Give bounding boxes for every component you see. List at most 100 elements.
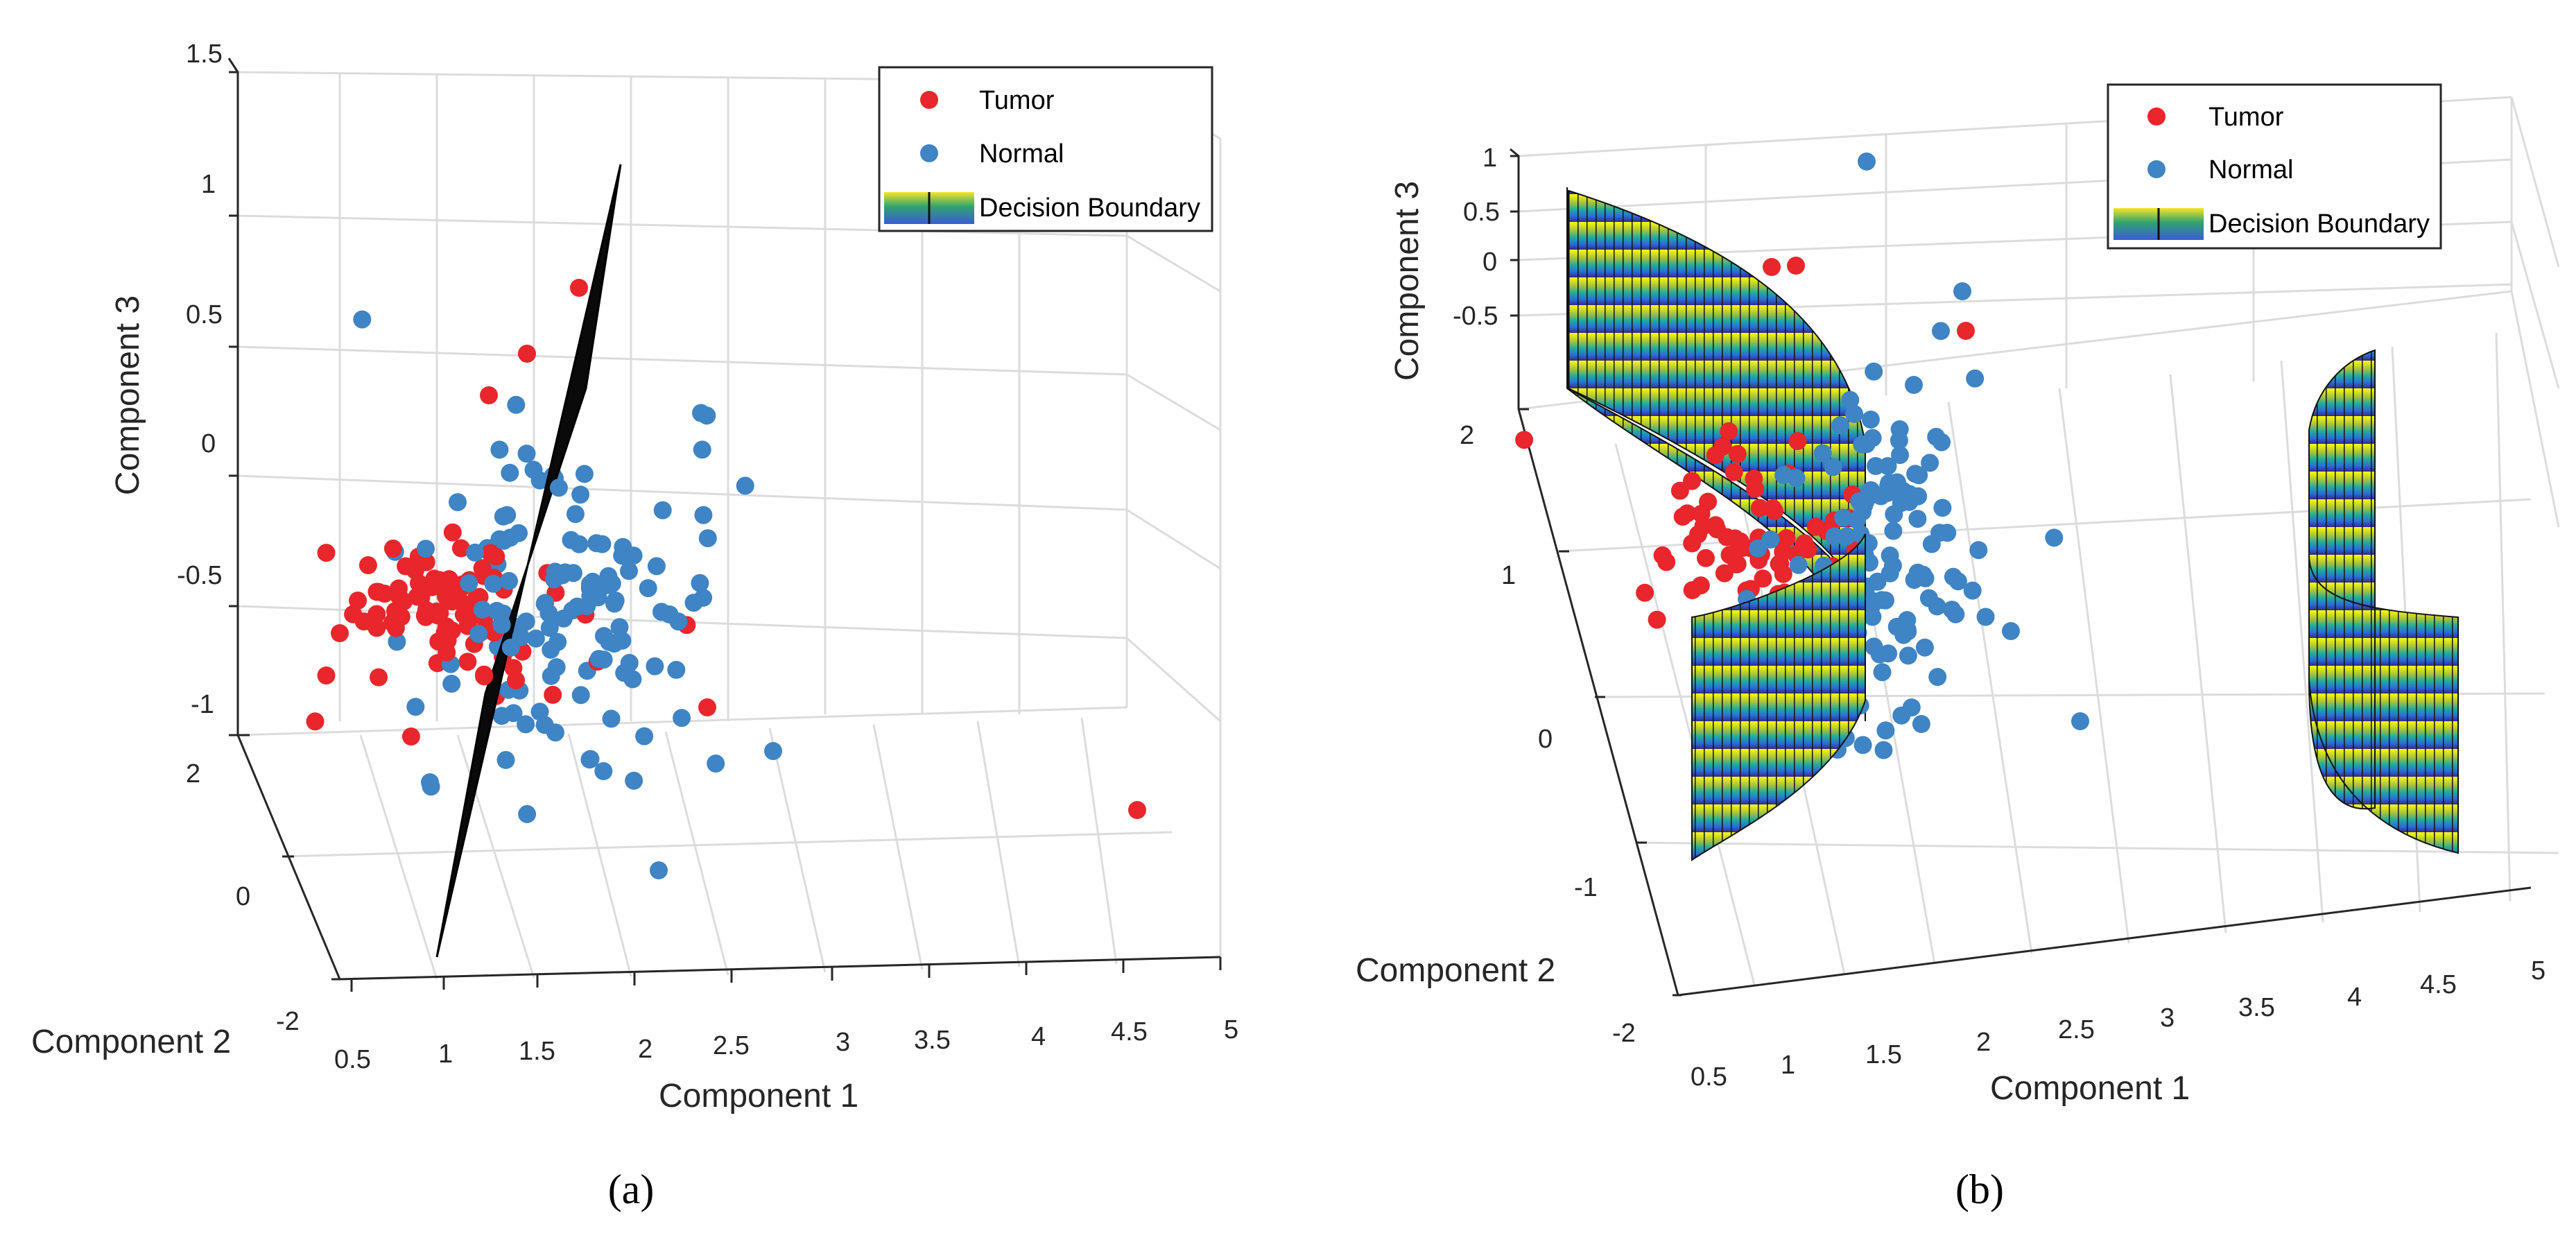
normal-point	[421, 773, 439, 791]
normal-point	[1834, 508, 1853, 527]
normal-point	[1966, 369, 1985, 388]
normal-point	[571, 485, 590, 504]
tumor-point	[1787, 257, 1805, 275]
tumor-point	[390, 587, 408, 605]
tumor-point	[369, 583, 388, 601]
chart-a-zticks: 1.5 1 0.5 0 -0.5 -1	[177, 40, 223, 719]
y-axis-label: Component 2	[31, 1024, 231, 1060]
normal-point	[1938, 524, 1957, 542]
z-tick-label: -0.5	[1453, 302, 1498, 331]
tumor-point	[1697, 549, 1715, 567]
normal-point	[1928, 668, 1947, 687]
z-axis-label: Component 3	[110, 295, 146, 495]
normal-point	[1891, 446, 1909, 465]
normal-point	[1902, 698, 1921, 717]
tumor-point	[1128, 801, 1146, 819]
normal-point	[460, 574, 478, 592]
tumor-point	[358, 556, 377, 574]
chart-b-xticks: 0.5 1 1.5 2 2.5 3 3.5 4 4.5 5	[1691, 956, 2545, 1092]
normal-point	[568, 597, 587, 616]
normal-point	[1813, 444, 1832, 463]
normal-point	[707, 755, 725, 773]
tumor-point	[423, 578, 442, 596]
normal-point	[469, 625, 488, 644]
tumor-point	[1763, 258, 1781, 276]
tumor-point	[1746, 479, 1765, 498]
normal-point	[1825, 527, 1844, 546]
normal-point	[1969, 541, 1988, 560]
normal-point	[764, 742, 782, 760]
normal-point	[1787, 469, 1806, 488]
chart-a-legend: Tumor Normal Decision Boundary	[878, 66, 1213, 232]
normal-point	[691, 574, 709, 592]
chart-a: 1.5 1 0.5 0 -0.5 -1 2 0 -2 0.5 1 1.5 2 2…	[31, 40, 1238, 1114]
z-tick-label: 1	[201, 170, 216, 199]
normal-point	[388, 632, 406, 651]
tumor-point	[1636, 583, 1654, 602]
normal-point	[602, 709, 621, 728]
x-tick-label: 2	[638, 1035, 652, 1064]
normal-point	[1858, 152, 1876, 171]
tumor-point	[1718, 528, 1736, 546]
tumor-point	[1648, 610, 1666, 629]
normal-point	[1943, 601, 1961, 619]
tumor-point	[1957, 322, 1975, 340]
z-tick-label: 0.5	[186, 300, 223, 329]
normal-point	[1890, 420, 1909, 438]
chart-b: 1 0.5 0 -0.5 2 1 0 -1 -2 0.5 1 1.5 2 2.5…	[1356, 83, 2560, 1107]
normal-point	[556, 563, 575, 582]
normal-point	[466, 543, 485, 562]
normal-point	[524, 460, 543, 479]
x-tick-label: 5	[1224, 1015, 1238, 1044]
normal-point	[613, 631, 632, 650]
normal-point	[1883, 556, 1902, 575]
normal-point	[1908, 510, 1927, 528]
normal-point	[518, 804, 537, 823]
normal-point	[605, 594, 623, 613]
tumor-point	[331, 624, 349, 642]
legend-normal-label: Normal	[979, 139, 1064, 169]
x-tick-label: 0.5	[334, 1045, 371, 1074]
normal-point	[580, 579, 599, 598]
normal-point	[667, 660, 686, 679]
y-tick-label: 1	[1501, 561, 1516, 590]
x-tick-label: 2	[1976, 1028, 1991, 1057]
tumor-point	[454, 605, 473, 624]
tumor-point	[306, 712, 325, 731]
normal-point	[1912, 715, 1930, 733]
x-tick-label: 4	[1031, 1022, 1046, 1051]
normal-point	[570, 535, 589, 553]
normal-point	[1884, 522, 1903, 540]
normal-point	[1831, 416, 1849, 435]
normal-point	[603, 574, 621, 593]
normal-point	[1845, 404, 1864, 423]
y-tick-label: 0	[1538, 725, 1553, 754]
normal-point	[650, 861, 668, 879]
legend-normal-label: Normal	[2208, 155, 2293, 184]
chart-b-zticks: 1 0.5 0 -0.5	[1453, 144, 1500, 331]
normal-point	[490, 440, 509, 459]
normal-point	[353, 310, 372, 329]
normal-point	[580, 750, 599, 769]
normal-point	[1922, 535, 1941, 553]
legend-boundary-label: Decision Boundary	[979, 193, 1200, 223]
z-tick-label: 0	[201, 429, 216, 458]
normal-point	[501, 528, 519, 547]
legend-boundary-label: Decision Boundary	[2208, 209, 2430, 239]
normal-point	[501, 463, 519, 482]
normal-point	[1963, 581, 1982, 600]
tumor-point	[480, 386, 498, 404]
x-axis-label: Component 1	[1990, 1070, 2190, 1107]
normal-point	[1863, 608, 1882, 626]
tumor-point	[370, 668, 388, 687]
chart-a-points-front	[306, 279, 1146, 879]
normal-point	[684, 594, 703, 612]
normal-point	[494, 507, 512, 526]
tumor-point	[473, 559, 492, 578]
decision-boundary-surface-left-upper	[1568, 189, 1866, 611]
normal-point	[594, 651, 613, 669]
normal-point	[698, 529, 717, 548]
x-tick-label: 0.5	[1691, 1062, 1727, 1092]
normal-point	[1879, 644, 1898, 663]
tumor-point	[443, 523, 462, 542]
